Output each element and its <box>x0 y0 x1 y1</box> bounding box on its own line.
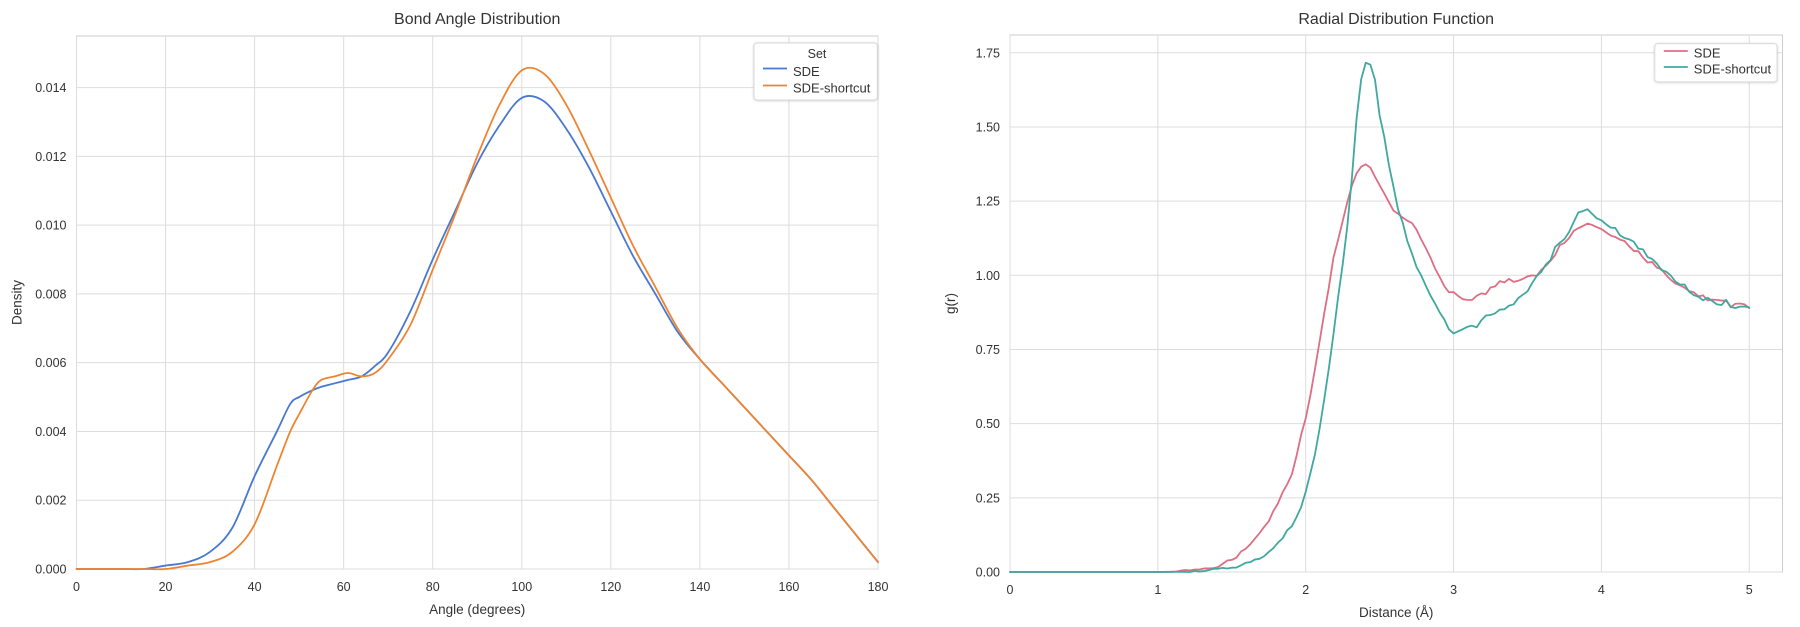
svg-text:0.006: 0.006 <box>35 356 66 370</box>
svg-text:g(r): g(r) <box>943 293 958 314</box>
svg-text:60: 60 <box>337 580 351 594</box>
svg-text:100: 100 <box>511 580 532 594</box>
svg-text:SDE-shortcut: SDE-shortcut <box>793 81 871 96</box>
svg-text:1: 1 <box>1154 583 1161 597</box>
svg-text:2: 2 <box>1302 583 1309 597</box>
svg-text:SDE: SDE <box>793 64 820 79</box>
svg-text:140: 140 <box>689 580 710 594</box>
svg-text:Radial Distribution Function: Radial Distribution Function <box>1298 11 1494 28</box>
svg-text:SDE-shortcut: SDE-shortcut <box>1694 62 1772 77</box>
svg-text:0.25: 0.25 <box>976 491 1000 505</box>
svg-text:0.00: 0.00 <box>976 566 1000 580</box>
svg-text:1.75: 1.75 <box>976 46 1000 60</box>
svg-text:1.50: 1.50 <box>976 120 1000 134</box>
svg-text:Bond Angle Distribution: Bond Angle Distribution <box>394 11 560 28</box>
svg-text:0.000: 0.000 <box>35 563 66 577</box>
svg-text:40: 40 <box>248 580 262 594</box>
svg-text:0: 0 <box>73 580 80 594</box>
svg-text:4: 4 <box>1598 583 1605 597</box>
svg-text:Set: Set <box>808 47 827 61</box>
svg-text:0.002: 0.002 <box>35 494 66 508</box>
svg-text:0.014: 0.014 <box>35 81 66 95</box>
svg-text:0.008: 0.008 <box>35 287 66 301</box>
svg-text:160: 160 <box>779 580 800 594</box>
svg-text:SDE: SDE <box>1694 46 1721 61</box>
svg-text:20: 20 <box>159 580 173 594</box>
svg-text:0.75: 0.75 <box>976 343 1000 357</box>
svg-text:180: 180 <box>868 580 889 594</box>
svg-text:5: 5 <box>1746 583 1753 597</box>
svg-text:0.010: 0.010 <box>35 219 66 233</box>
svg-text:0.50: 0.50 <box>976 417 1000 431</box>
svg-text:1.00: 1.00 <box>976 269 1000 283</box>
svg-text:80: 80 <box>426 580 440 594</box>
svg-text:0.012: 0.012 <box>35 150 66 164</box>
svg-text:3: 3 <box>1450 583 1457 597</box>
svg-text:0.004: 0.004 <box>35 425 66 439</box>
svg-text:0: 0 <box>1007 583 1014 597</box>
svg-text:1.25: 1.25 <box>976 195 1000 209</box>
svg-text:Angle (degrees): Angle (degrees) <box>429 602 525 617</box>
svg-text:Density: Density <box>10 280 25 325</box>
svg-text:120: 120 <box>600 580 621 594</box>
svg-text:Distance (Å): Distance (Å) <box>1359 605 1433 620</box>
